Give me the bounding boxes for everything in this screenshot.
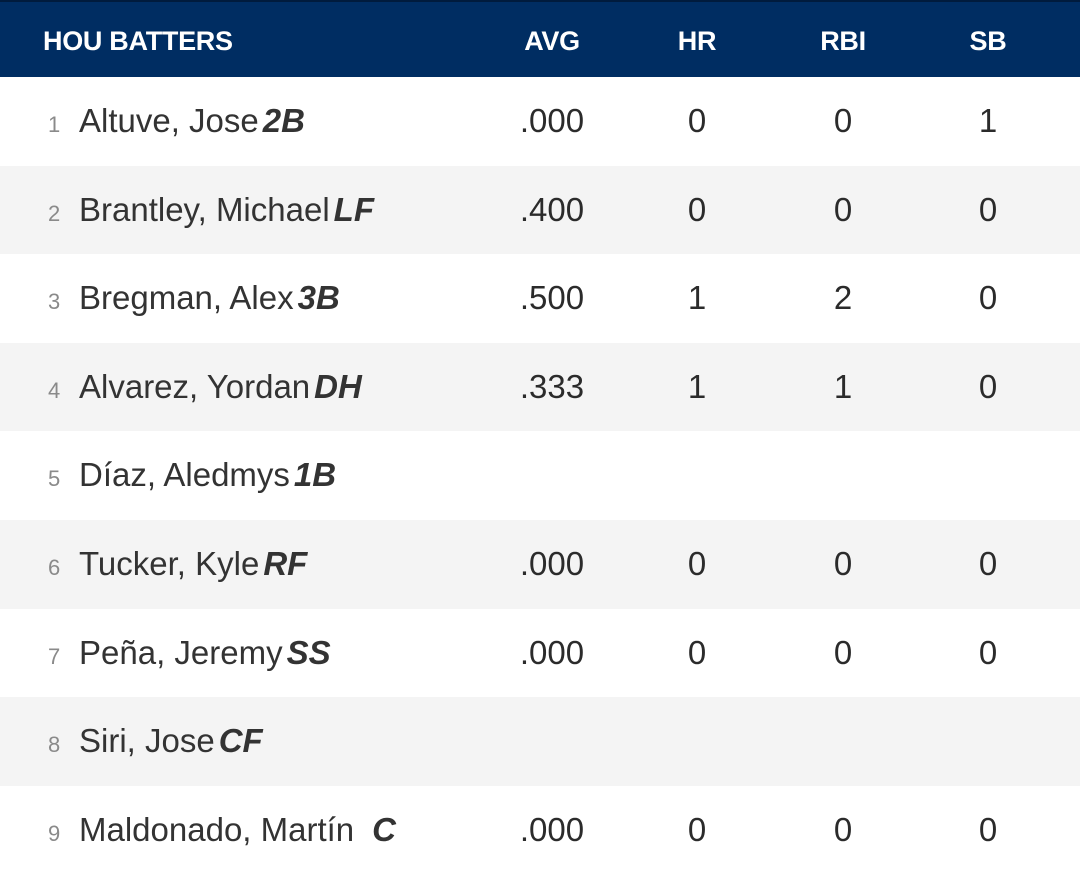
- player-cell: Siri, Jose CF: [79, 697, 263, 785]
- stat-avg: .400: [519, 190, 585, 228]
- stat-sb: 0: [978, 367, 998, 405]
- batting-order: 8: [48, 732, 61, 758]
- player-name-link[interactable]: Brantley, Michael: [79, 190, 330, 228]
- stat-hr: 0: [687, 190, 707, 228]
- stat-avg: .000: [519, 633, 585, 671]
- player-position: LF: [333, 190, 374, 228]
- player-cell: Altuve, Jose 2B: [79, 77, 305, 165]
- batting-order: 3: [48, 289, 61, 315]
- batting-order: 7: [48, 643, 61, 669]
- player-name-link[interactable]: Díaz, Aledmys: [79, 456, 290, 494]
- player-cell: Brantley, Michael LF: [79, 166, 374, 254]
- stat-rbi: 0: [833, 190, 853, 228]
- header-avg[interactable]: AVG: [524, 26, 580, 56]
- player-cell: Díaz, Aledmys 1B: [79, 431, 336, 519]
- stat-hr: 0: [687, 544, 707, 582]
- header-hr[interactable]: HR: [677, 26, 717, 56]
- stat-avg: .000: [519, 810, 585, 848]
- stat-avg: .333: [519, 367, 585, 405]
- stat-rbi: 0: [833, 810, 853, 848]
- stat-avg: .000: [519, 102, 585, 139]
- player-name-link[interactable]: Tucker, Kyle: [79, 544, 260, 582]
- header-team-batters: HOU BATTERS: [43, 26, 233, 56]
- batting-order: 4: [48, 377, 61, 403]
- table-row: 8 Siri, Jose CF: [0, 697, 1080, 786]
- stat-hr: 0: [687, 810, 707, 848]
- batting-order: 6: [48, 554, 61, 580]
- player-name-link[interactable]: Altuve, Jose: [79, 102, 259, 139]
- stat-rbi: 0: [833, 102, 853, 139]
- player-cell: Bregman, Alex 3B: [79, 254, 340, 342]
- player-position: 3B: [297, 279, 340, 317]
- player-cell: Alvarez, Yordan DH: [79, 343, 362, 431]
- header-sb[interactable]: SB: [969, 26, 1007, 56]
- stat-rbi: 0: [833, 633, 853, 671]
- player-name-link[interactable]: Maldonado, Martín: [79, 810, 355, 848]
- stat-avg: .500: [519, 279, 585, 317]
- player-position: CF: [218, 722, 263, 760]
- stat-hr: 0: [687, 633, 707, 671]
- player-name-link[interactable]: Alvarez, Yordan: [79, 367, 311, 405]
- player-cell: Peña, Jeremy SS: [79, 609, 331, 697]
- stat-rbi: 1: [833, 367, 853, 405]
- player-position: RF: [263, 544, 308, 582]
- stat-sb: 1: [978, 102, 998, 139]
- player-position: 1B: [293, 456, 337, 494]
- stat-rbi: 0: [833, 544, 853, 582]
- stat-sb: 0: [978, 279, 998, 317]
- stat-sb: 0: [978, 190, 998, 228]
- batting-order: 2: [48, 200, 61, 226]
- table-row: 6 Tucker, Kyle RF .000 0 0 0: [0, 519, 1080, 609]
- player-position: DH: [314, 367, 362, 405]
- header-rbi[interactable]: RBI: [820, 26, 866, 56]
- player-name-link[interactable]: Siri, Jose: [79, 722, 215, 760]
- stat-hr: 0: [687, 102, 707, 139]
- player-cell: Maldonado, Martín C: [79, 786, 396, 874]
- stat-sb: 0: [978, 810, 998, 848]
- stat-sb: 0: [978, 544, 998, 582]
- batting-order: 1: [48, 112, 61, 137]
- table-row: 4 Alvarez, Yordan DH .333 1 1 0: [0, 342, 1080, 432]
- player-position: C: [372, 810, 396, 848]
- player-position: 2B: [262, 102, 305, 139]
- table-row: 2 Brantley, Michael LF .400 0 0 0: [0, 165, 1080, 255]
- table-row: 5 Díaz, Aledmys 1B: [0, 431, 1080, 520]
- player-name-link[interactable]: Bregman, Alex: [79, 279, 294, 317]
- table-header: HOU BATTERS AVG HR RBI SB: [0, 0, 1080, 77]
- stat-sb: 0: [978, 633, 998, 671]
- batting-order: 5: [48, 466, 61, 492]
- player-name-link[interactable]: Peña, Jeremy: [79, 633, 283, 671]
- stat-rbi: 2: [833, 279, 853, 317]
- batting-order: 9: [48, 820, 61, 846]
- stat-avg: .000: [519, 544, 585, 582]
- table-row: 7 Peña, Jeremy SS .000 0 0 0: [0, 609, 1080, 698]
- table-row: 9 Maldonado, Martín C .000 0 0 0: [0, 786, 1080, 875]
- player-position: SS: [286, 633, 331, 671]
- table-row: 3 Bregman, Alex 3B .500 1 2 0: [0, 254, 1080, 343]
- player-cell: Tucker, Kyle RF: [79, 520, 307, 608]
- stat-hr: 1: [687, 279, 707, 317]
- stat-hr: 1: [687, 367, 707, 405]
- table-row: 1 Altuve, Jose 2B .000 0 0 1: [0, 77, 1080, 166]
